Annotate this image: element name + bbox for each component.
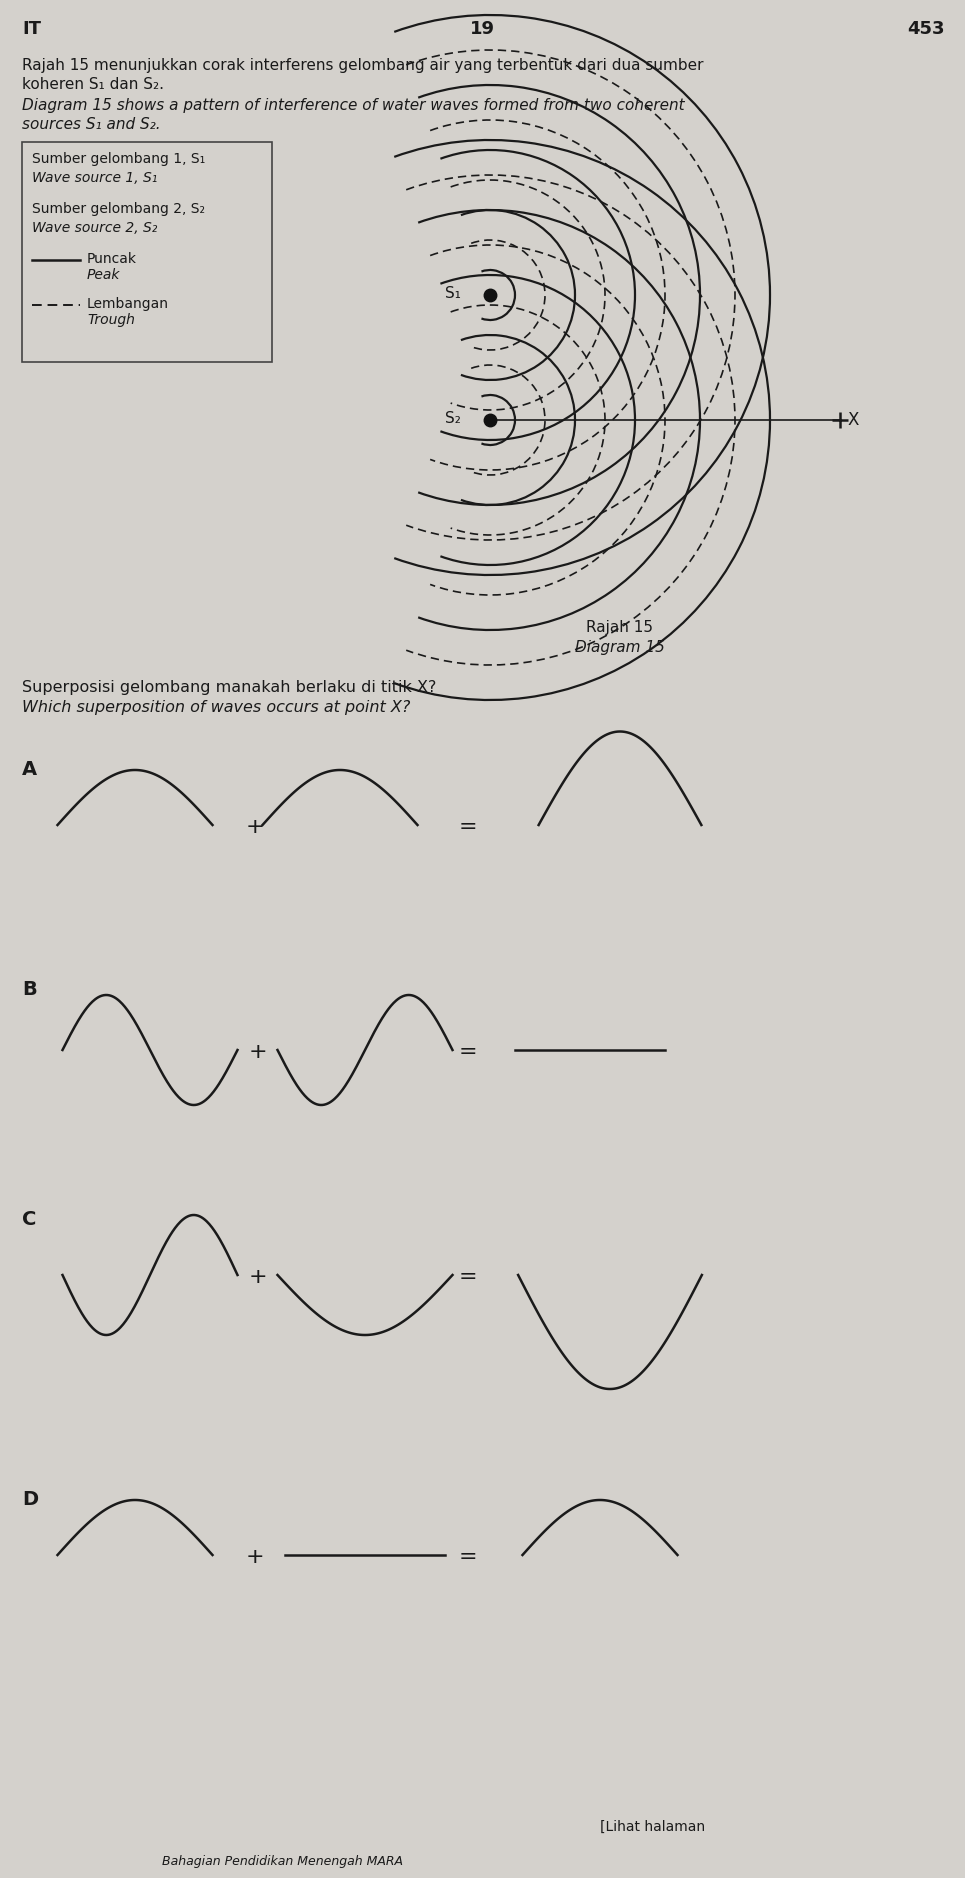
Text: Which superposition of waves occurs at point X?: Which superposition of waves occurs at p… xyxy=(22,700,410,716)
Text: 19: 19 xyxy=(470,21,494,38)
Text: IT: IT xyxy=(22,21,41,38)
Text: =: = xyxy=(458,1042,478,1061)
Text: koheren S₁ dan S₂.: koheren S₁ dan S₂. xyxy=(22,77,164,92)
Text: 453: 453 xyxy=(907,21,945,38)
Text: B: B xyxy=(22,980,37,999)
Text: =: = xyxy=(458,1268,478,1286)
Text: S₂: S₂ xyxy=(445,411,461,426)
Text: =: = xyxy=(458,1547,478,1566)
Text: Puncak: Puncak xyxy=(87,252,137,267)
Text: Wave source 1, S₁: Wave source 1, S₁ xyxy=(32,171,157,186)
Text: D: D xyxy=(22,1489,39,1510)
Text: Superposisi gelombang manakah berlaku di titik X?: Superposisi gelombang manakah berlaku di… xyxy=(22,680,436,695)
Text: Sumber gelombang 2, S₂: Sumber gelombang 2, S₂ xyxy=(32,203,205,216)
Text: X: X xyxy=(848,411,860,428)
Text: +: + xyxy=(246,817,264,838)
Text: Rajah 15: Rajah 15 xyxy=(587,620,653,635)
Text: Diagram 15 shows a pattern of interference of water waves formed from two cohere: Diagram 15 shows a pattern of interferen… xyxy=(22,98,684,113)
Text: S₁: S₁ xyxy=(445,285,461,300)
Text: [Lihat halaman: [Lihat halaman xyxy=(600,1820,705,1835)
Text: Peak: Peak xyxy=(87,269,121,282)
Text: +: + xyxy=(249,1042,267,1061)
Text: Diagram 15: Diagram 15 xyxy=(575,640,665,655)
Text: A: A xyxy=(22,761,37,779)
Text: +: + xyxy=(249,1268,267,1286)
Text: C: C xyxy=(22,1209,37,1228)
Text: =: = xyxy=(458,817,478,838)
Text: sources S₁ and S₂.: sources S₁ and S₂. xyxy=(22,116,160,131)
Text: Wave source 2, S₂: Wave source 2, S₂ xyxy=(32,222,157,235)
Text: Trough: Trough xyxy=(87,314,135,327)
Text: Rajah 15 menunjukkan corak interferens gelombang air yang terbentuk dari dua sum: Rajah 15 menunjukkan corak interferens g… xyxy=(22,58,703,73)
Text: Sumber gelombang 1, S₁: Sumber gelombang 1, S₁ xyxy=(32,152,206,165)
Text: Lembangan: Lembangan xyxy=(87,297,169,312)
Text: +: + xyxy=(246,1547,264,1566)
Text: Bahagian Pendidikan Menengah MARA: Bahagian Pendidikan Menengah MARA xyxy=(161,1855,402,1869)
